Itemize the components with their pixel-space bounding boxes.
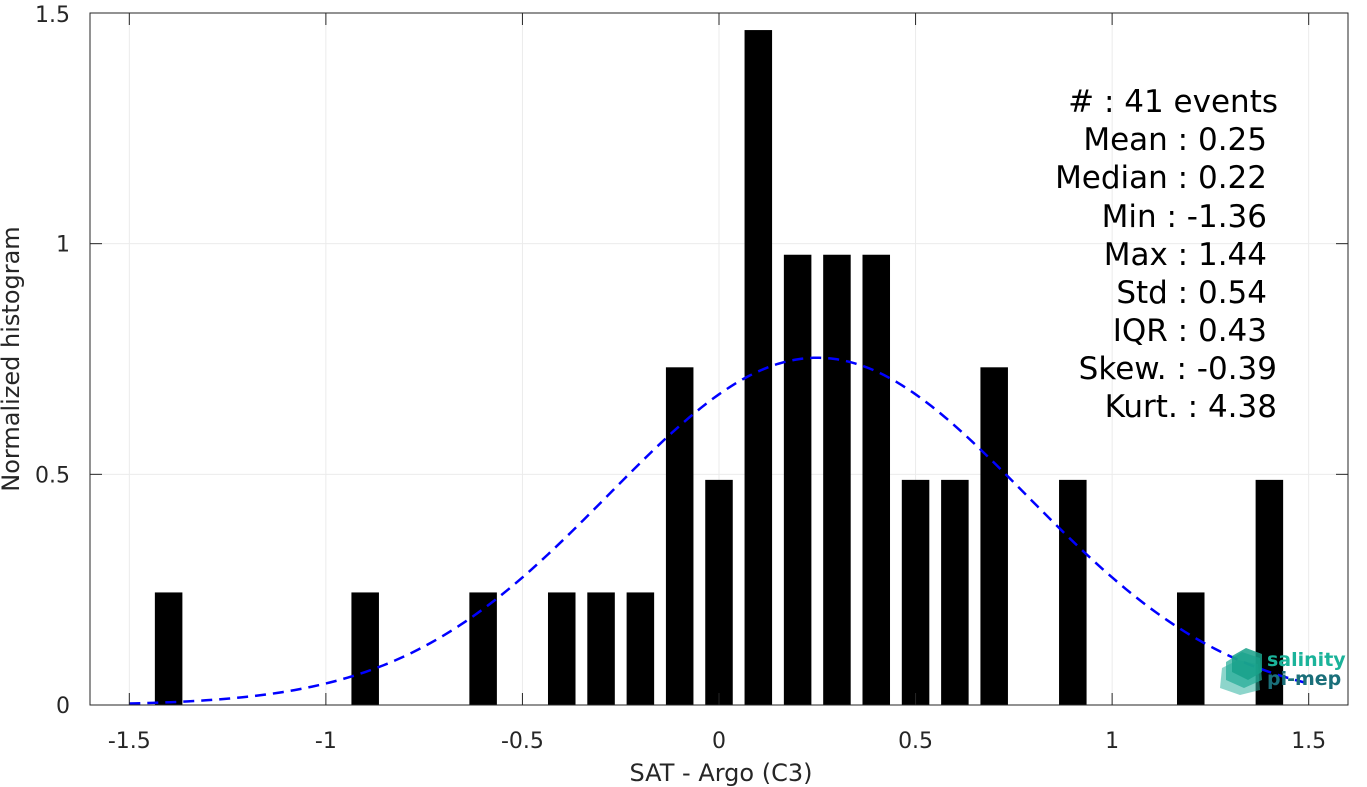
x-axis-label: SAT - Argo (C3) — [630, 759, 813, 787]
histogram-bar — [626, 592, 655, 705]
y-tick-label: 1.5 — [35, 3, 70, 28]
stats-std: Std : 0.54 — [1116, 275, 1267, 311]
x-tick-label: 1.5 — [1291, 729, 1326, 754]
y-tick-label: 1 — [56, 233, 70, 258]
salinity-pimep-logo: salinity pi-mep — [1220, 648, 1346, 695]
histogram-bar — [901, 479, 930, 705]
stats-skew: Skew. : -0.39 — [1079, 351, 1277, 387]
y-tick-label: 0 — [56, 694, 70, 719]
x-tick-label: 0 — [712, 729, 726, 754]
histogram-bar — [154, 592, 183, 705]
stats-max: Max : 1.44 — [1104, 237, 1267, 273]
histogram-bar — [823, 254, 851, 706]
x-tick-label: -1 — [315, 729, 337, 754]
histogram-bar — [705, 479, 733, 705]
x-tick-label: -1.5 — [108, 729, 151, 754]
histogram-bars — [154, 30, 1284, 706]
logo-line2: pi-mep — [1267, 668, 1341, 690]
x-tick-label: 1 — [1105, 729, 1119, 754]
axis-ticks — [90, 12, 1348, 706]
x-tick-label: -0.5 — [501, 729, 544, 754]
stats-median: Median : 0.22 — [1055, 160, 1267, 196]
x-tick-label: 0.5 — [898, 729, 933, 754]
logo-mark-icon — [1220, 648, 1262, 695]
histogram-bar — [941, 479, 969, 705]
histogram-bar — [1059, 479, 1087, 705]
x-tick-labels: -1.5 -1 -0.5 0 0.5 1 1.5 — [108, 729, 1326, 754]
stats-mean: Mean : 0.25 — [1083, 122, 1267, 158]
y-axis-label: Normalized histogram — [0, 226, 25, 491]
histogram-bar — [469, 592, 497, 705]
y-tick-labels: 0 0.5 1 1.5 — [35, 3, 70, 719]
stats-annotation: # : 41 events Mean : 0.25 Median : 0.22 … — [1055, 84, 1278, 425]
stats-kurt: Kurt. : 4.38 — [1105, 389, 1277, 425]
normal-fit-curve — [129, 356, 1309, 705]
histogram-bar — [783, 254, 812, 706]
histogram-bar — [587, 592, 615, 705]
histogram-bar — [1176, 592, 1205, 705]
stats-iqr: IQR : 0.43 — [1113, 313, 1267, 349]
logo-line1: salinity — [1267, 649, 1346, 671]
histogram-bar — [665, 367, 694, 705]
stats-min: Min : -1.36 — [1102, 199, 1267, 235]
stats-count: # : 41 events — [1068, 84, 1278, 120]
histogram-bar — [862, 254, 891, 706]
histogram-bar — [351, 592, 379, 705]
y-tick-label: 0.5 — [35, 463, 70, 488]
histogram-bar — [980, 367, 1008, 705]
histogram-bar — [547, 592, 576, 705]
